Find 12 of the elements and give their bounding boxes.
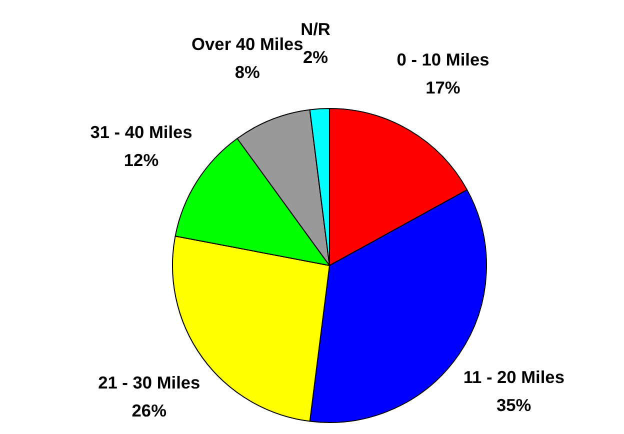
data-label: 2% bbox=[302, 47, 328, 67]
slice-label: Over 40 Miles bbox=[192, 34, 304, 54]
data-label: 35% bbox=[496, 394, 532, 415]
slice-label: 11 - 20 Miles bbox=[463, 366, 564, 387]
data-label: 26% bbox=[132, 400, 166, 421]
data-label: 12% bbox=[124, 150, 159, 170]
slice-label: 21 - 30 Miles bbox=[98, 372, 200, 393]
slice-label: N/R bbox=[300, 19, 331, 39]
data-label: 17% bbox=[426, 78, 460, 98]
data-label: 8% bbox=[234, 62, 260, 82]
slice-label: 0 - 10 Miles bbox=[396, 50, 490, 70]
slice-label: 31 - 40 Miles bbox=[90, 122, 192, 142]
